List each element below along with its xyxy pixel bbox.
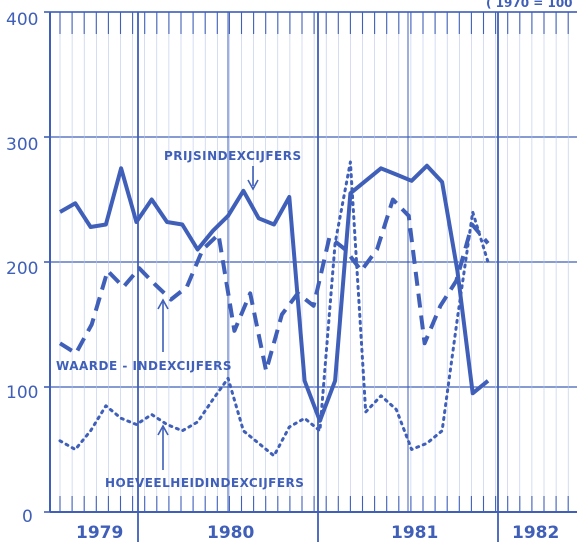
series-line-prijs	[59, 163, 490, 423]
index-base-note: ( 1970 = 100	[486, 0, 573, 10]
series-line-hoeveelheid	[58, 160, 490, 458]
x-tick-label-1980: 1980	[207, 523, 254, 542]
y-tick-label: 0	[22, 507, 33, 527]
arrow-hoeveelheid	[157, 424, 169, 470]
y-tick-label: 300	[6, 135, 38, 155]
month-ticks	[59, 12, 569, 512]
x-tick-label-1982: 1982	[512, 523, 559, 542]
y-tick-label: 200	[6, 259, 38, 279]
year-dividers	[137, 12, 499, 542]
arrow-waarde	[157, 298, 169, 352]
grid	[44, 11, 577, 513]
annotation-hoeveelheid: HOEVEELHEIDINDEXCIJFERS	[105, 476, 304, 490]
annotation-prijs: PRIJSINDEXCIJFERS	[164, 149, 302, 163]
x-tick-label-1981: 1981	[391, 523, 438, 542]
series-line-waarde	[58, 197, 490, 373]
annotation-waarde: WAARDE - INDEXCIJFERS	[56, 359, 232, 373]
y-tick-label: 400	[6, 10, 38, 30]
arrow-prijs	[247, 166, 259, 191]
series-layer	[58, 160, 490, 458]
x-tick-label-1979: 1979	[76, 523, 123, 542]
y-tick-label: 100	[6, 383, 38, 403]
